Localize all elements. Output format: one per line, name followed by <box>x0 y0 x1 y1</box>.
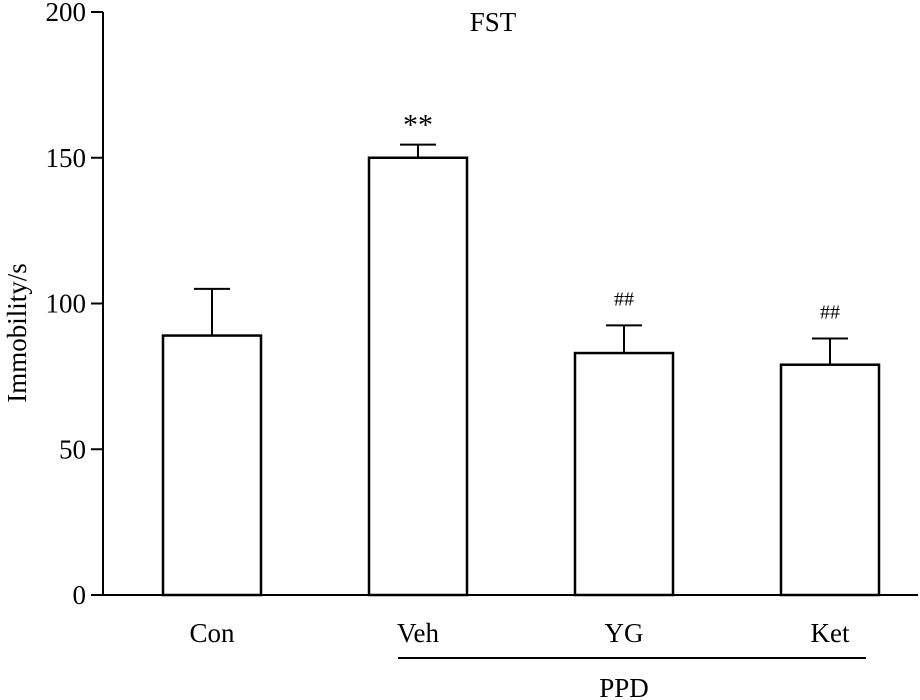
x-tick-label-con: Con <box>189 618 235 648</box>
significance-label-veh: ** <box>403 109 433 142</box>
chart-title: FST <box>470 7 517 37</box>
y-axis-label: Immobility/s <box>2 263 32 403</box>
x-tick-label-veh: Veh <box>397 618 439 648</box>
y-tick-label: 200 <box>46 0 87 27</box>
y-tick-label: 0 <box>73 580 87 610</box>
bar-yg <box>573 351 675 597</box>
y-tick-label: 50 <box>59 434 86 464</box>
group-bracket: PPD <box>398 657 866 700</box>
x-tick-label-yg: YG <box>605 618 644 648</box>
x-tick-label-ket: Ket <box>811 618 850 648</box>
bar-veh <box>367 156 469 597</box>
bar-ket <box>779 363 881 597</box>
bars: ** ## ## <box>161 109 881 597</box>
y-ticks: 0 50 100 150 200 <box>46 0 103 610</box>
significance-label-yg: ## <box>614 288 634 310</box>
y-tick-label: 150 <box>46 143 87 173</box>
bar-con <box>161 334 263 597</box>
y-tick-label: 100 <box>46 289 87 319</box>
significance-label-ket: ## <box>820 301 840 323</box>
group-label: PPD <box>599 673 649 700</box>
x-tick-labels: Con Veh YG Ket <box>189 618 849 648</box>
